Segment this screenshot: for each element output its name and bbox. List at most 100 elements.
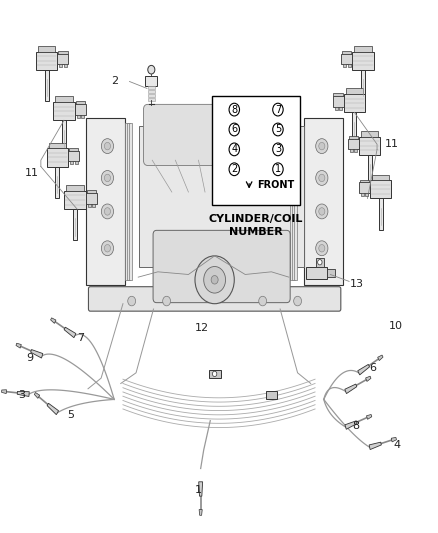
Polygon shape [64,327,76,338]
Bar [353,112,357,143]
Circle shape [104,142,110,150]
Circle shape [259,296,267,306]
Circle shape [319,142,325,150]
Polygon shape [345,384,357,393]
Bar [316,258,324,266]
Bar [36,52,57,70]
Polygon shape [16,343,21,348]
Bar [361,131,378,136]
Circle shape [273,143,283,156]
Bar [47,148,68,166]
Text: 3: 3 [18,390,25,400]
Circle shape [293,296,301,306]
Polygon shape [369,442,381,449]
Text: 7: 7 [77,333,84,343]
Bar [266,391,277,399]
Bar [127,123,131,280]
Bar [359,182,370,193]
Polygon shape [51,318,56,324]
Bar [343,94,365,112]
Text: 1: 1 [275,164,281,174]
Bar [69,148,78,151]
Text: 5: 5 [275,125,281,134]
Circle shape [273,163,283,176]
Bar [349,136,358,139]
Bar [73,209,77,240]
Circle shape [273,103,283,116]
Circle shape [319,174,325,182]
Bar [68,151,79,161]
Circle shape [273,123,283,136]
Bar [327,269,335,277]
Bar [346,88,363,94]
Circle shape [148,66,155,74]
Bar [125,123,129,280]
FancyBboxPatch shape [153,230,290,303]
Bar [64,64,67,67]
Circle shape [162,296,170,306]
Polygon shape [345,421,357,429]
Bar [290,123,293,280]
Bar [139,126,304,266]
Circle shape [104,245,110,252]
Bar [74,161,78,164]
Polygon shape [391,438,396,442]
Circle shape [316,139,328,154]
Circle shape [211,276,218,284]
Circle shape [229,103,240,116]
Text: NUMBER: NUMBER [229,227,283,237]
Bar [87,190,96,193]
Circle shape [212,371,217,376]
Text: CYLINDER/COIL: CYLINDER/COIL [209,214,303,224]
Polygon shape [31,350,43,358]
Bar [148,86,155,90]
Circle shape [101,139,113,154]
Bar [49,143,66,148]
Bar [88,204,91,206]
Bar [348,139,359,149]
Bar [354,46,372,52]
Bar [304,118,343,285]
Bar [53,102,75,120]
Bar [292,123,295,280]
Text: 1: 1 [195,485,202,495]
Bar [360,180,369,182]
Bar [354,149,357,152]
Bar [58,51,67,54]
Circle shape [316,241,328,256]
Polygon shape [199,510,202,515]
Polygon shape [367,415,372,419]
Bar [86,118,125,285]
Text: 7: 7 [275,104,281,115]
Circle shape [229,163,240,176]
Bar [348,64,351,67]
Bar [208,369,221,378]
Bar [365,193,368,196]
Bar [86,193,97,204]
Bar [342,51,351,54]
Text: 6: 6 [370,362,377,373]
Circle shape [318,260,322,265]
Polygon shape [47,403,59,415]
Circle shape [229,123,240,136]
Bar [92,204,95,206]
Circle shape [101,204,113,219]
Polygon shape [34,392,40,398]
Bar [359,136,381,155]
Polygon shape [199,482,203,496]
Bar [129,123,132,280]
Circle shape [104,174,110,182]
Text: 11: 11 [25,168,39,178]
FancyBboxPatch shape [88,287,341,311]
Text: 12: 12 [194,322,208,333]
Circle shape [101,241,113,256]
Bar [57,54,68,64]
Circle shape [204,266,226,293]
Bar [370,180,391,198]
Circle shape [195,256,234,304]
Circle shape [319,208,325,215]
Text: 13: 13 [350,279,364,288]
Text: 5: 5 [67,410,74,421]
Text: 10: 10 [389,321,403,331]
Bar [333,93,343,96]
